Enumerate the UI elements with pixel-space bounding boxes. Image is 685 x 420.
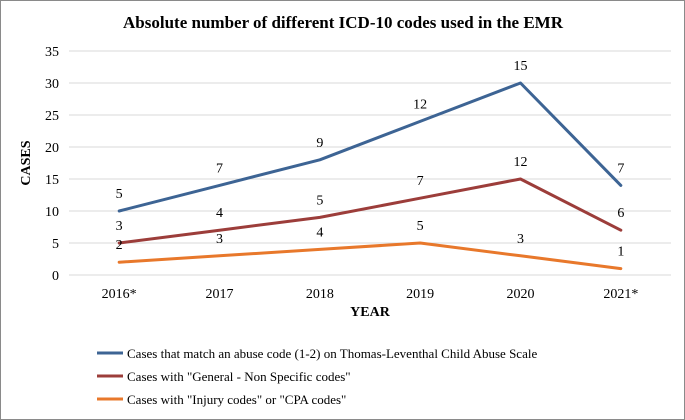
- x-tick-label: 2019: [406, 287, 434, 302]
- data-label: 5: [417, 219, 424, 234]
- y-tick-label: 25: [45, 109, 59, 124]
- series-line-3: [117, 241, 623, 271]
- x-tick-label: 2020: [507, 287, 535, 302]
- legend-label: Cases with "Injury codes" or "CPA codes": [127, 392, 346, 407]
- legend: Cases that match an abuse code (1-2) on …: [97, 346, 537, 407]
- y-tick-label: 10: [45, 205, 59, 220]
- data-label: 9: [316, 136, 323, 151]
- series-line-1: [117, 81, 623, 213]
- legend-label: Cases with "General - Non Specific codes…: [127, 369, 351, 384]
- data-label: 3: [116, 219, 123, 234]
- legend-label: Cases that match an abuse code (1-2) on …: [127, 346, 537, 361]
- data-label: 6: [617, 206, 624, 221]
- x-tick-label: 2021*: [603, 287, 638, 302]
- gridlines: [69, 50, 671, 276]
- data-label: 12: [514, 155, 528, 170]
- data-label: 4: [316, 225, 323, 240]
- data-label: 7: [216, 161, 223, 176]
- data-label: 1: [617, 245, 624, 260]
- x-tick-label: 2018: [306, 287, 334, 302]
- x-axis-ticks: 2016* 2017 2018 2019 2020 2021*: [102, 287, 639, 302]
- series-line-2: [117, 177, 623, 245]
- y-axis-title: CASES: [19, 140, 34, 185]
- data-label: 4: [216, 206, 223, 221]
- y-tick-label: 15: [45, 173, 59, 188]
- y-tick-label: 20: [45, 141, 59, 156]
- data-label: 3: [216, 232, 223, 247]
- data-label: 7: [617, 161, 624, 176]
- y-tick-label: 0: [52, 269, 59, 284]
- x-tick-label: 2017: [206, 287, 234, 302]
- data-label: 15: [514, 59, 528, 74]
- data-label: 2: [116, 238, 123, 253]
- data-label: 3: [517, 232, 524, 247]
- data-label: 12: [413, 97, 427, 112]
- data-labels: 5 7 9 12 15 7 3 4 5 7 12 6 2 3 4 5 3 1: [116, 59, 625, 260]
- data-label: 5: [116, 187, 123, 202]
- y-tick-label: 5: [52, 237, 59, 252]
- x-tick-label: 2016*: [102, 287, 137, 302]
- x-axis-title: YEAR: [350, 305, 391, 320]
- data-label: 7: [417, 174, 424, 189]
- chart-title: Absolute number of different ICD-10 code…: [123, 13, 564, 32]
- y-tick-label: 30: [45, 77, 59, 92]
- y-axis-ticks: 0 5 10 15 20 25 30 35: [45, 45, 59, 284]
- series-group: [117, 81, 623, 271]
- y-tick-label: 35: [45, 45, 59, 60]
- data-label: 5: [316, 193, 323, 208]
